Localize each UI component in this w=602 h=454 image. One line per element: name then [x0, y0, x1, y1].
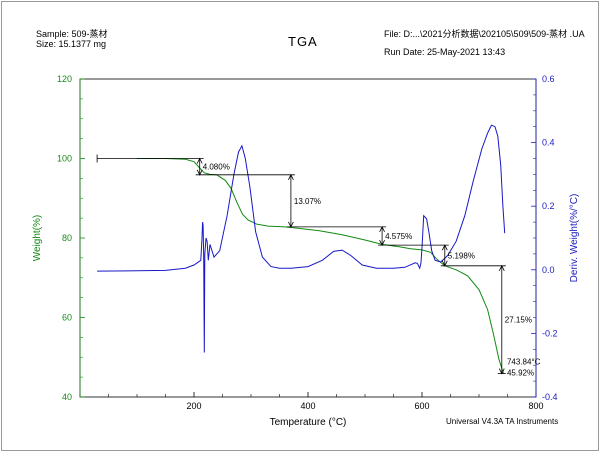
- y-tick-label: 80: [62, 233, 72, 243]
- marker-temp-label: 743.84°C: [507, 357, 541, 366]
- y2-tick-label: -0.4: [542, 392, 558, 402]
- y2-tick-label: 0.6: [542, 74, 555, 84]
- step-label: 13.07%: [294, 197, 321, 206]
- marker-weight-label: 45.92%: [507, 368, 534, 377]
- run-date-label: Run Date: 25-May-2021 13:43: [384, 47, 506, 57]
- y-axis-deriv: -0.4 -0.2 0.0 0.2 0.4 0.6: [531, 74, 558, 402]
- x-axis: 200 400 600 800: [79, 392, 544, 411]
- y2-tick-label: 0.2: [542, 201, 555, 211]
- step-arrow-up: [288, 173, 294, 180]
- y2-axis-label: Deriv. Weight(%/°C): [569, 194, 580, 283]
- y2-tick-label: 0.4: [542, 138, 555, 148]
- step-label: 4.080%: [203, 163, 230, 172]
- y-tick-label: 100: [57, 154, 72, 164]
- step-label: 5.198%: [448, 251, 475, 260]
- x-tick-label: 200: [186, 401, 201, 411]
- series-group: [97, 124, 506, 374]
- step-arrow-up: [379, 225, 385, 233]
- plot-area: [79, 78, 537, 398]
- step-arrow-up: [196, 157, 203, 164]
- x-tick-label: 400: [300, 401, 315, 411]
- y2-tick-label: 0.0: [542, 265, 555, 275]
- step-arrow-up: [441, 244, 448, 251]
- y-tick-label: 40: [62, 392, 72, 402]
- x-tick-label: 600: [414, 401, 429, 411]
- y-tick-label: 60: [62, 313, 72, 323]
- footer-version: Universal V4.3A TA Instruments: [446, 417, 559, 426]
- chart-title: TGA: [288, 34, 318, 49]
- step-arrow-up: [498, 264, 505, 272]
- step-label: 27.15%: [505, 316, 532, 325]
- x-axis-label: Temperature (°C): [270, 417, 347, 428]
- y2-tick-label: -0.2: [542, 328, 558, 338]
- series-deriv-line: [97, 124, 506, 353]
- size-label: Size: 15.1377 mg: [36, 39, 107, 49]
- step-label: 4.575%: [385, 232, 412, 241]
- file-label: File: D:...\2021分析数据\202105\509\509-蒸材 .…: [384, 29, 585, 39]
- sample-label: Sample: 509-蒸材: [36, 29, 108, 39]
- y-tick-label: 120: [57, 74, 72, 84]
- y-axis-label: Weight(%): [32, 215, 43, 262]
- series-weight-line: [137, 158, 504, 374]
- x-tick-label: 800: [528, 401, 543, 411]
- y-axis-weight: 40 60 80 100 120: [57, 74, 85, 402]
- step-annotations: 4.080% 13.07% 4.575% 5.198% 27.15% 743.84°C 45…: [96, 154, 541, 377]
